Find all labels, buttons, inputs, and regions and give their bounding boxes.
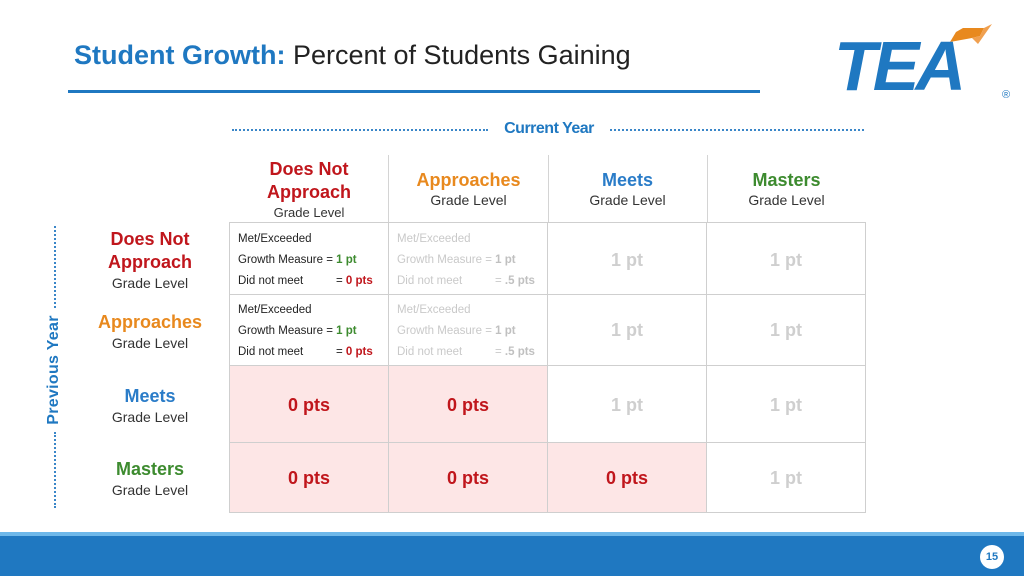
cell-masters-meets: 0 pts bbox=[547, 442, 707, 513]
row-header-masters: Masters Grade Level bbox=[111, 459, 189, 498]
cell-app-app: Met/Exceeded Growth Measure = 1 pt Did n… bbox=[388, 294, 548, 366]
previous-year-line-bottom bbox=[54, 432, 56, 508]
logo-text: TEA bbox=[834, 27, 962, 104]
cell-meets-app: 0 pts bbox=[388, 365, 548, 443]
footer-bar bbox=[0, 536, 1024, 576]
title-rest: Percent of Students Gaining bbox=[292, 40, 631, 70]
cell-masters-dna: 0 pts bbox=[229, 442, 389, 513]
cell-meets-dna: 0 pts bbox=[229, 365, 389, 443]
row-header-meets: Meets Grade Level bbox=[111, 386, 189, 425]
current-year-line-right bbox=[610, 129, 864, 131]
cell-masters-app: 0 pts bbox=[388, 442, 548, 513]
cell-meets-masters: 1 pt bbox=[706, 365, 866, 443]
col-header-approaches: Approaches Grade Level bbox=[416, 170, 521, 208]
header-divider bbox=[388, 155, 389, 223]
page-number: 15 bbox=[980, 545, 1004, 569]
col-header-masters: Masters Grade Level bbox=[748, 170, 825, 208]
cell-app-meets: 1 pt bbox=[547, 294, 707, 366]
row-header-does-not-approach: Does Not Approach Grade Level bbox=[107, 229, 192, 291]
previous-year-line-top bbox=[54, 226, 56, 308]
previous-year-label: Previous Year bbox=[45, 315, 62, 425]
cell-app-masters: 1 pt bbox=[706, 294, 866, 366]
cell-dna-masters: 1 pt bbox=[706, 222, 866, 295]
current-year-line-left bbox=[232, 129, 488, 131]
title-highlight: Student Growth: bbox=[74, 40, 286, 70]
cell-meets-meets: 1 pt bbox=[547, 365, 707, 443]
logo-hat-icon bbox=[950, 28, 984, 42]
col-header-does-not-approach: Does Not Approach Grade Level bbox=[266, 159, 351, 220]
col-header-meets: Meets Grade Level bbox=[589, 170, 666, 208]
cell-masters-masters: 1 pt bbox=[706, 442, 866, 513]
current-year-label: Current Year bbox=[504, 120, 594, 137]
cell-app-dna: Met/Exceeded Growth Measure = 1 pt Did n… bbox=[229, 294, 389, 366]
logo-registered-mark: ® bbox=[1002, 89, 1010, 101]
row-header-approaches: Approaches Grade Level bbox=[97, 312, 203, 351]
title-underline bbox=[68, 90, 760, 93]
slide-title: Student Growth: Percent of Students Gain… bbox=[74, 40, 631, 71]
cell-dna-app: Met/Exceeded Growth Measure = 1 pt Did n… bbox=[388, 222, 548, 295]
cell-dna-meets: 1 pt bbox=[547, 222, 707, 295]
footer-accent-line bbox=[0, 532, 1024, 536]
header-divider bbox=[707, 155, 708, 223]
tea-logo: TEA ® bbox=[834, 24, 1010, 104]
cell-dna-dna: Met/Exceeded Growth Measure = 1 pt Did n… bbox=[229, 222, 389, 295]
header-divider bbox=[548, 155, 549, 223]
